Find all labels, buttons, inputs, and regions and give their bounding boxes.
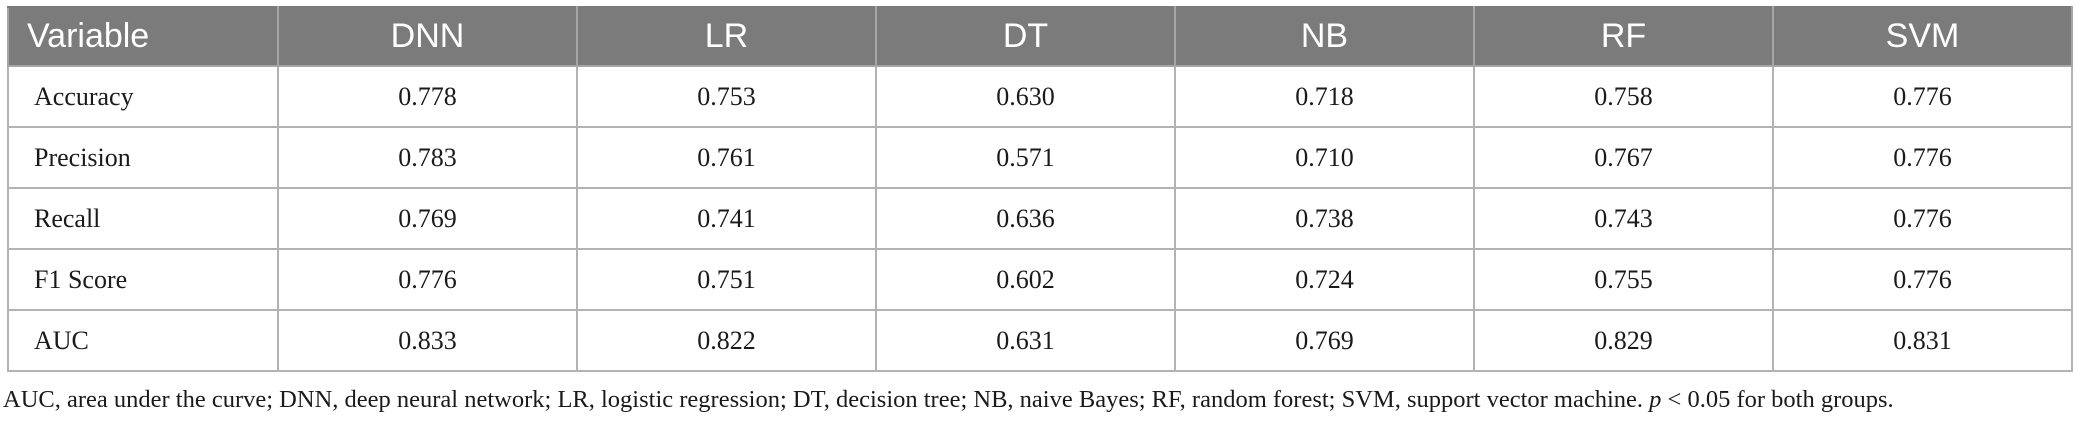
cell-value: 0.831 [1772,309,2073,372]
header-variable: Variable [7,6,279,67]
table-row-f1-score: F1 Score 0.776 0.751 0.602 0.724 0.755 0… [7,248,2073,311]
cell-value: 0.741 [576,187,877,250]
cell-value: 0.776 [277,248,578,311]
footnote-p-symbol: p [1649,386,1662,413]
cell-value: 0.571 [875,126,1176,189]
header-dt: DT [875,6,1176,67]
cell-value: 0.776 [1772,126,2073,189]
header-rf: RF [1473,6,1774,67]
row-label: Accuracy [7,65,279,128]
results-table-container: Variable DNN LR DT NB RF SVM Accuracy 0.… [7,6,2073,372]
cell-value: 0.631 [875,309,1176,372]
cell-value: 0.753 [576,65,877,128]
cell-value: 0.769 [1174,309,1475,372]
cell-value: 0.743 [1473,187,1774,250]
cell-value: 0.710 [1174,126,1475,189]
header-nb: NB [1174,6,1475,67]
row-label: Precision [7,126,279,189]
cell-value: 0.767 [1473,126,1774,189]
cell-value: 0.755 [1473,248,1774,311]
cell-value: 0.761 [576,126,877,189]
cell-value: 0.758 [1473,65,1774,128]
table-footnote: AUC, area under the curve; DNN, deep neu… [3,386,2077,414]
cell-value: 0.778 [277,65,578,128]
cell-value: 0.738 [1174,187,1475,250]
table-row-auc: AUC 0.833 0.822 0.631 0.769 0.829 0.831 [7,309,2073,372]
cell-value: 0.776 [1772,248,2073,311]
cell-value: 0.636 [875,187,1176,250]
cell-value: 0.751 [576,248,877,311]
table-row-accuracy: Accuracy 0.778 0.753 0.630 0.718 0.758 0… [7,65,2073,128]
cell-value: 0.718 [1174,65,1475,128]
row-label: F1 Score [7,248,279,311]
header-dnn: DNN [277,6,578,67]
header-svm: SVM [1772,6,2073,67]
cell-value: 0.822 [576,309,877,372]
table-row-precision: Precision 0.783 0.761 0.571 0.710 0.767 … [7,126,2073,189]
row-label: AUC [7,309,279,372]
cell-value: 0.724 [1174,248,1475,311]
cell-value: 0.630 [875,65,1176,128]
cell-value: 0.776 [1772,65,2073,128]
footnote-abbreviations: AUC, area under the curve; DNN, deep neu… [3,386,1644,413]
cell-value: 0.833 [277,309,578,372]
table-header-row: Variable DNN LR DT NB RF SVM [7,6,2073,67]
cell-value: 0.769 [277,187,578,250]
row-label: Recall [7,187,279,250]
header-lr: LR [576,6,877,67]
model-performance-table: Variable DNN LR DT NB RF SVM Accuracy 0.… [7,6,2073,372]
footnote-p-text: < 0.05 for both groups. [1667,386,1894,413]
cell-value: 0.776 [1772,187,2073,250]
cell-value: 0.783 [277,126,578,189]
cell-value: 0.829 [1473,309,1774,372]
cell-value: 0.602 [875,248,1176,311]
table-row-recall: Recall 0.769 0.741 0.636 0.738 0.743 0.7… [7,187,2073,250]
